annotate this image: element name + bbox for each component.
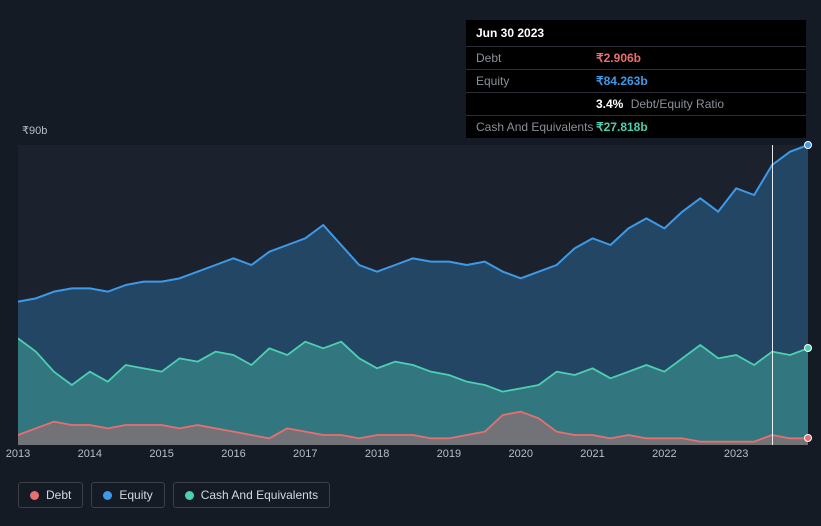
x-axis-tick: 2023 bbox=[724, 448, 748, 460]
x-axis-tick: 2015 bbox=[149, 448, 173, 460]
x-axis-tick: 2022 bbox=[652, 448, 676, 460]
legend-dot-icon bbox=[30, 491, 39, 500]
x-axis-tick: 2017 bbox=[293, 448, 317, 460]
series-end-marker-equity bbox=[804, 141, 812, 149]
crosshair-line bbox=[772, 145, 773, 445]
x-axis-tick: 2019 bbox=[437, 448, 461, 460]
legend-item-label: Cash And Equivalents bbox=[201, 488, 318, 502]
tooltip-row-value: 3.4% Debt/Equity Ratio bbox=[596, 97, 724, 111]
tooltip-row-value: ₹2.906b bbox=[596, 51, 641, 65]
x-axis: 2013201420152016201720182019202020212022… bbox=[18, 448, 808, 468]
tooltip-date: Jun 30 2023 bbox=[466, 20, 806, 47]
x-axis-tick: 2021 bbox=[580, 448, 604, 460]
tooltip-row-label bbox=[476, 97, 596, 111]
tooltip-row: Debt₹2.906b bbox=[466, 47, 806, 70]
legend-item-debt[interactable]: Debt bbox=[18, 482, 83, 508]
x-axis-tick: 2013 bbox=[6, 448, 30, 460]
legend-dot-icon bbox=[103, 491, 112, 500]
legend: Debt Equity Cash And Equivalents bbox=[18, 482, 330, 508]
legend-item-equity[interactable]: Equity bbox=[91, 482, 164, 508]
legend-dot-icon bbox=[185, 491, 194, 500]
series-end-marker-debt bbox=[804, 434, 812, 442]
chart-tooltip: Jun 30 2023 Debt₹2.906bEquity₹84.263b3.4… bbox=[466, 20, 806, 138]
y-axis-max-label: ₹90b bbox=[22, 124, 47, 137]
legend-item-label: Debt bbox=[46, 488, 71, 502]
legend-item-cash-and-equivalents[interactable]: Cash And Equivalents bbox=[173, 482, 330, 508]
tooltip-row: Cash And Equivalents₹27.818b bbox=[466, 116, 806, 138]
x-axis-tick: 2020 bbox=[508, 448, 532, 460]
chart-plot-area[interactable] bbox=[18, 145, 808, 445]
series-end-marker-cash-and-equivalents bbox=[804, 344, 812, 352]
x-axis-tick: 2016 bbox=[221, 448, 245, 460]
legend-item-label: Equity bbox=[119, 488, 152, 502]
x-axis-tick: 2018 bbox=[365, 448, 389, 460]
tooltip-row-value: ₹27.818b bbox=[596, 120, 648, 134]
tooltip-row: Equity₹84.263b bbox=[466, 70, 806, 93]
tooltip-row-label: Equity bbox=[476, 74, 596, 88]
tooltip-row-label: Debt bbox=[476, 51, 596, 65]
tooltip-row-label: Cash And Equivalents bbox=[476, 120, 596, 134]
tooltip-row-value: ₹84.263b bbox=[596, 74, 648, 88]
tooltip-row: 3.4% Debt/Equity Ratio bbox=[466, 93, 806, 116]
x-axis-tick: 2014 bbox=[78, 448, 102, 460]
